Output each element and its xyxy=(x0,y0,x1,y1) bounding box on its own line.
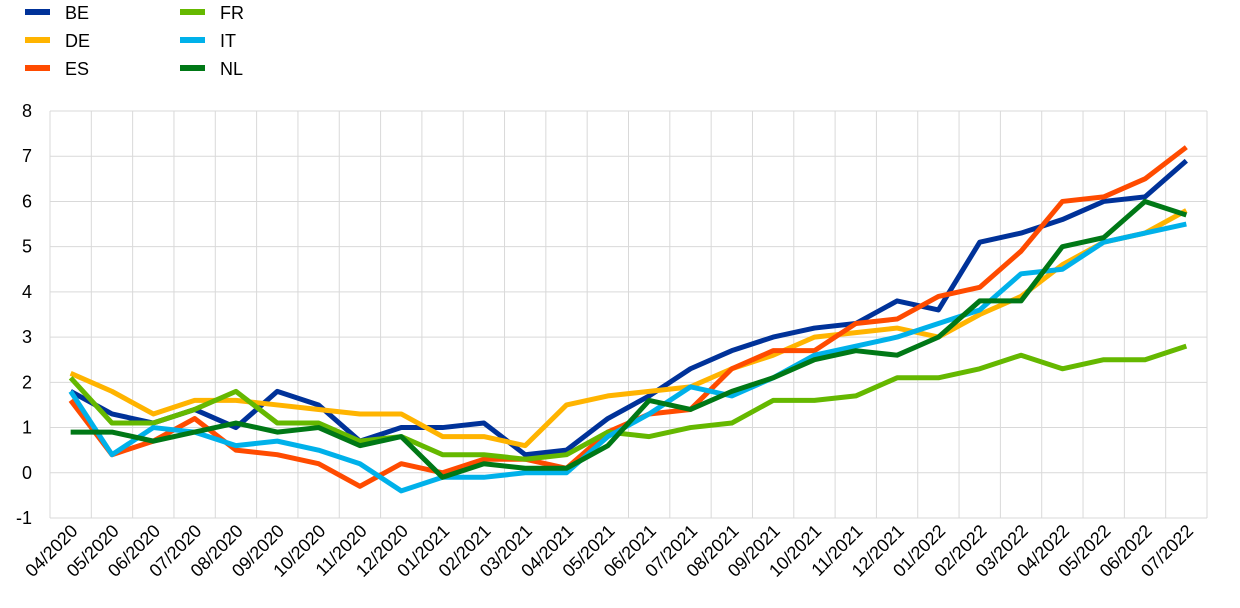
series-line xyxy=(68,343,1188,462)
y-tick-label: 1 xyxy=(22,418,32,438)
legend-label: DE xyxy=(65,31,90,51)
legend-label: NL xyxy=(220,59,243,79)
legend-label: IT xyxy=(220,31,236,51)
y-tick-label: -1 xyxy=(16,508,32,528)
y-tick-label: 6 xyxy=(22,191,32,211)
legend-label: FR xyxy=(220,3,244,23)
y-tick-label: 8 xyxy=(22,101,32,121)
legend-label: BE xyxy=(65,3,89,23)
y-tick-label: 4 xyxy=(22,282,32,302)
series-line xyxy=(70,198,1188,480)
y-tick-label: 2 xyxy=(22,372,32,392)
y-tick-label: 3 xyxy=(22,327,32,347)
y-tick-label: 0 xyxy=(22,463,32,483)
y-tick-label: 5 xyxy=(22,237,32,257)
y-tick-label: 7 xyxy=(22,146,32,166)
legend-label: ES xyxy=(65,59,89,79)
series-line xyxy=(69,208,1188,449)
